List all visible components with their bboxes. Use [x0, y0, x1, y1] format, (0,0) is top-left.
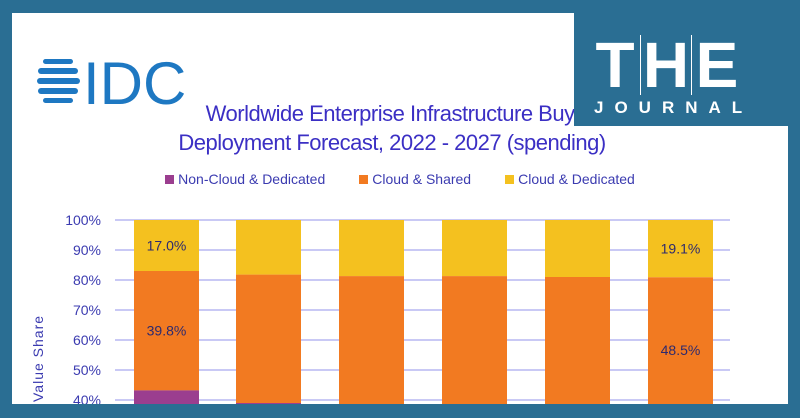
bar-segment-non-cloud-dedicated	[236, 403, 301, 404]
y-axis-label: Value Share	[30, 315, 46, 402]
bar-segment-cloud-shared	[648, 277, 713, 404]
legend-swatch	[359, 174, 369, 184]
the-journal-letter: H	[641, 33, 692, 97]
bar-segment-cloud-shared	[339, 276, 404, 404]
bar-segment-non-cloud-dedicated	[134, 390, 199, 404]
the-journal-letter: E	[695, 29, 739, 101]
bar-segment-cloud-dedicated	[134, 220, 199, 271]
data-label: 17.0%	[147, 238, 187, 254]
data-label: 48.5%	[661, 342, 701, 358]
legend-item-cloud-shared: Cloud & Shared	[359, 171, 471, 187]
y-tick-label: 90%	[73, 242, 101, 258]
y-tick-label: 60%	[73, 332, 101, 348]
legend-swatch	[165, 174, 175, 184]
legend-label: Non-Cloud & Dedicated	[178, 171, 326, 187]
chart-title-line2: Deployment Forecast, 2022 - 2027 (spendi…	[178, 130, 606, 155]
svg-text:IDC: IDC	[83, 53, 186, 109]
bar-segment-cloud-dedicated	[545, 220, 610, 277]
the-journal-letter: T	[590, 33, 641, 97]
legend-item-non-cloud-dedicated: Non-Cloud & Dedicated	[165, 171, 325, 187]
bar-chart: 100% 90% 80% 70% 60% 50% 40% Value Share 17.0% 39…	[30, 212, 730, 404]
bar-segment-cloud-shared	[545, 277, 610, 404]
legend: Non-Cloud & Dedicated Cloud & Shared Clo…	[12, 171, 788, 187]
idc-logo: IDC	[37, 53, 186, 109]
bar-segment-cloud-dedicated	[442, 220, 507, 277]
legend-swatch	[505, 174, 515, 184]
data-label: 39.8%	[147, 323, 187, 339]
the-journal-bottom: JOURNAL	[594, 98, 754, 117]
y-tick-label: 40%	[73, 392, 101, 404]
y-tick-label: 80%	[73, 272, 101, 288]
legend-item-cloud-dedicated: Cloud & Dedicated	[505, 171, 635, 187]
bar-segment-cloud-shared	[442, 276, 507, 404]
y-tick-label: 100%	[65, 212, 101, 228]
bar-segment-cloud-shared	[236, 274, 301, 403]
legend-label: Cloud & Shared	[372, 171, 472, 187]
y-tick-label: 70%	[73, 302, 101, 318]
legend-label: Cloud & Dedicated	[518, 171, 635, 187]
bar-segment-cloud-dedicated	[648, 220, 713, 278]
y-tick-label: 50%	[73, 362, 101, 378]
bar-segment-cloud-shared	[134, 271, 199, 391]
bar-segment-cloud-dedicated	[339, 220, 404, 277]
chart-title-line1: Worldwide Enterprise Infrastructure Buye	[205, 101, 587, 126]
data-label: 19.1%	[661, 241, 701, 257]
bar-segment-cloud-dedicated	[236, 220, 301, 275]
